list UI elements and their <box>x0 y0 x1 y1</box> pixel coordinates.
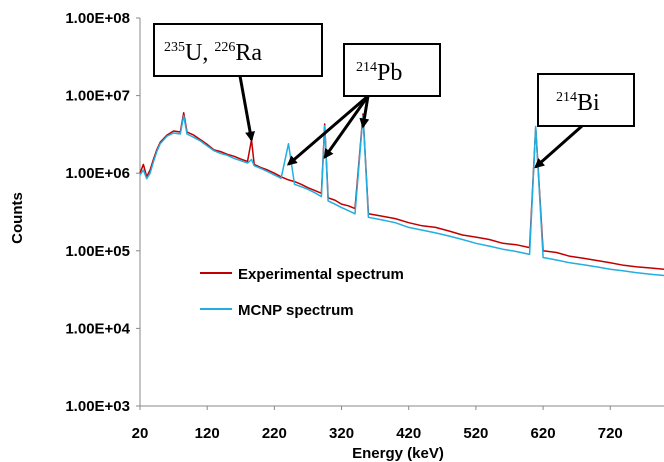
callout-u-symbol: U, <box>185 40 214 66</box>
x-tick-label: 720 <box>598 425 623 442</box>
x-tick-label: 420 <box>396 425 421 442</box>
legend: Experimental spectrum MCNP spectrum <box>200 266 404 319</box>
y-tick-label: 1.00E+04 <box>65 320 130 337</box>
callout-arrows <box>238 75 583 169</box>
y-axis-title: Counts <box>9 192 26 244</box>
y-tick-label: 1.00E+07 <box>65 88 130 105</box>
y-tick-label: 1.00E+08 <box>65 10 130 27</box>
x-tick-label: 620 <box>531 425 556 442</box>
y-axis-label: Counts <box>9 192 26 244</box>
callout-bi-symbol: Bi <box>577 90 600 116</box>
legend-label-experimental: Experimental spectrum <box>238 266 404 283</box>
callout-text-u-ra: 235U, 226Ra <box>164 40 262 66</box>
y-tick-label: 1.00E+06 <box>65 165 130 182</box>
callout-text-bi: 214Bi <box>556 90 600 116</box>
callout-box-bi <box>537 73 635 127</box>
x-tick-label: 220 <box>262 425 287 442</box>
tick-labels: 1.00E+03 1.00E+04 1.00E+05 1.00E+06 1.00E+07… <box>65 10 664 442</box>
y-tick-label: 1.00E+05 <box>65 243 130 260</box>
callout-box-pb <box>343 43 441 97</box>
plot-lines <box>139 112 664 277</box>
y-tick-label: 1.00E+03 <box>65 398 130 415</box>
callout-pb-mass: 214 <box>356 60 377 75</box>
arrow-pb-295 <box>323 95 370 159</box>
callout-box-u-ra <box>153 23 323 77</box>
arrow-pb-241 <box>286 94 369 166</box>
arrow-bi <box>534 124 583 169</box>
callout-ra-symbol: Ra <box>235 40 262 66</box>
callout-ra-mass: 226 <box>214 40 235 55</box>
x-tick-label: 520 <box>463 425 488 442</box>
x-axis-label: Energy (keV) <box>352 445 444 462</box>
callout-bi-mass: 214 <box>556 90 577 105</box>
callouts: 235U, 226Ra 214Pb 214Bi <box>153 23 635 127</box>
arrow-pb-352 <box>359 95 370 129</box>
callout-text-pb: 214Pb <box>356 60 402 86</box>
arrow-u-ra <box>238 75 256 142</box>
callout-u-mass: 235 <box>164 40 185 55</box>
callout-pb-symbol: Pb <box>377 60 402 86</box>
x-tick-label: 320 <box>329 425 354 442</box>
series-line-mcnp <box>139 114 664 277</box>
legend-label-mcnp: MCNP spectrum <box>238 302 354 319</box>
x-tick-label: 120 <box>195 425 220 442</box>
x-tick-label: 20 <box>132 425 149 442</box>
